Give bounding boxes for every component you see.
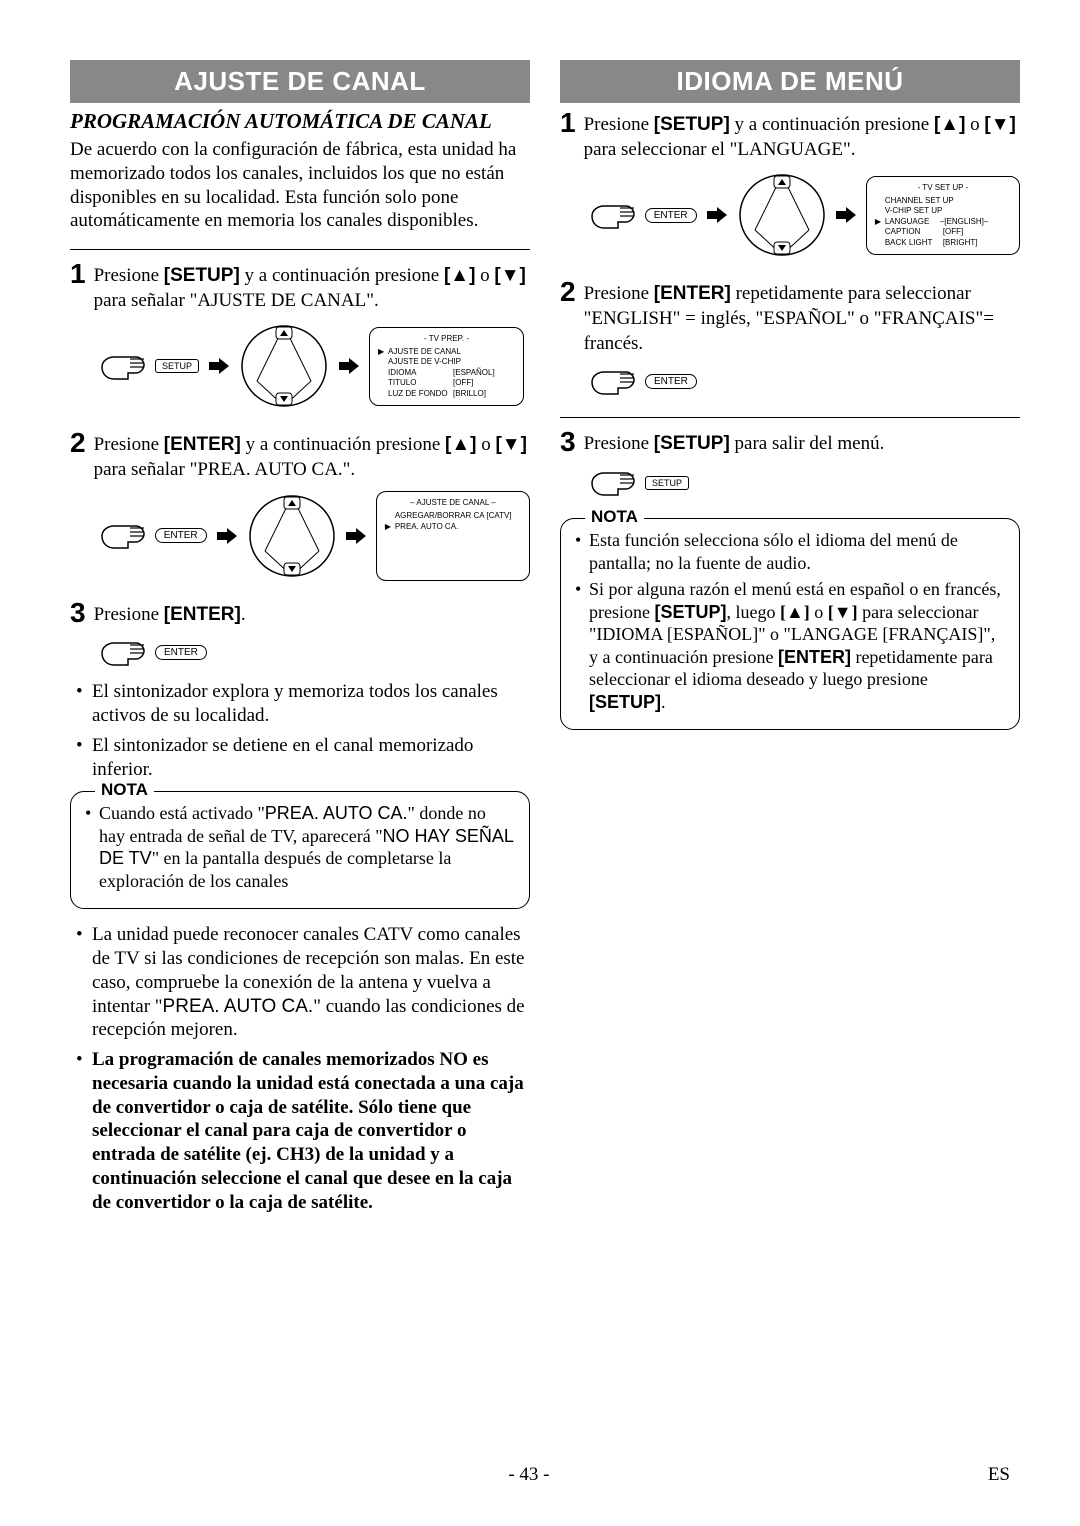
remote-icon — [737, 170, 826, 260]
arrow-icon — [209, 358, 229, 374]
hand-icon — [100, 635, 145, 670]
left-subheader: PROGRAMACIÓN AUTOMÁTICA DE CANAL — [70, 109, 530, 134]
tv-screen-1: - TV PREP. - ▶AJUSTE DE CANAL AJUSTE DE … — [369, 327, 524, 406]
enter-label: ENTER — [155, 528, 207, 543]
hand-icon — [100, 518, 145, 553]
left-column: AJUSTE DE CANAL PROGRAMACIÓN AUTOMÁTICA … — [70, 60, 530, 1224]
arrow-icon — [836, 207, 856, 223]
bullet-list-2: La unidad puede reconocer canales CATV c… — [76, 923, 530, 1214]
arrow-icon — [707, 207, 727, 223]
step-number: 1 — [70, 260, 86, 288]
hand-icon — [590, 198, 635, 233]
step-number: 1 — [560, 109, 576, 137]
right-diagram-2: ENTER — [590, 364, 1020, 399]
right-step-2: 2 Presione [ENTER] repetidamente para se… — [560, 278, 1020, 356]
right-header: IDIOMA DE MENÚ — [560, 60, 1020, 103]
step-number: 3 — [70, 599, 86, 627]
hand-icon — [590, 364, 635, 399]
step-text: Presione [ENTER] repetidamente para sele… — [584, 278, 1020, 356]
step-text: Presione [ENTER] y a continuación presio… — [94, 429, 530, 482]
remote-icon — [247, 491, 336, 581]
step-number: 2 — [560, 278, 576, 306]
bullet-item: La unidad puede reconocer canales CATV c… — [76, 923, 530, 1042]
divider — [560, 417, 1020, 418]
arrow-icon — [217, 528, 237, 544]
nota-box-left: NOTA Cuando está activado "PREA. AUTO CA… — [70, 791, 530, 909]
nota-title: NOTA — [95, 780, 154, 800]
remote-icon — [239, 321, 329, 411]
left-step-2: 2 Presione [ENTER] y a continuación pres… — [70, 429, 530, 482]
nota-box-right: NOTA Esta función selecciona sólo el idi… — [560, 518, 1020, 730]
hand-icon — [100, 349, 145, 384]
left-step-1: 1 Presione [SETUP] y a continuación pres… — [70, 260, 530, 313]
page-number: - 43 - — [508, 1464, 549, 1486]
enter-label: ENTER — [155, 645, 207, 660]
enter-label: ENTER — [645, 208, 697, 223]
left-diagram-3: ENTER — [100, 635, 530, 670]
enter-label: ENTER — [645, 374, 697, 389]
footer-code: ES — [988, 1464, 1010, 1486]
arrow-icon — [339, 358, 359, 374]
step-text: Presione [SETUP] para salir del menú. — [584, 428, 1020, 457]
step-number: 2 — [70, 429, 86, 457]
nota-title: NOTA — [585, 507, 644, 527]
right-column: IDIOMA DE MENÚ 1 Presione [SETUP] y a co… — [560, 60, 1020, 1224]
step-text: Presione [SETUP] y a continuación presio… — [584, 109, 1020, 162]
bullet-item: El sintonizador explora y memoriza todos… — [76, 680, 530, 728]
tv-screen-2: – AJUSTE DE CANAL – AGREGAR/BORRAR CA [C… — [376, 491, 530, 581]
nota-item: Si por alguna razón el menú está en espa… — [575, 578, 1005, 713]
left-header: AJUSTE DE CANAL — [70, 60, 530, 103]
nota-item: Esta función selecciona sólo el idioma d… — [575, 529, 1005, 574]
tv-screen-right: - TV SET UP - CHANNEL SET UP V-CHIP SET … — [866, 176, 1020, 255]
step-number: 3 — [560, 428, 576, 456]
left-intro: De acuerdo con la configuración de fábri… — [70, 138, 530, 233]
step-text: Presione [ENTER]. — [94, 599, 530, 628]
bullet-item: La programación de canales memorizados N… — [76, 1048, 530, 1214]
right-diagram-3: SETUP — [590, 465, 1020, 500]
step-text: Presione [SETUP] y a continuación presio… — [94, 260, 530, 313]
nota-item: Cuando está activado "PREA. AUTO CA." do… — [85, 802, 515, 892]
hand-icon — [590, 465, 635, 500]
divider — [70, 249, 530, 250]
setup-label: SETUP — [645, 476, 689, 490]
right-diagram-1: ENTER - TV SET UP - CHANNEL SET UP V-CHI… — [590, 170, 1020, 260]
right-step-3: 3 Presione [SETUP] para salir del menú. — [560, 428, 1020, 457]
bullet-list-1: El sintonizador explora y memoriza todos… — [76, 680, 530, 781]
bullet-item: El sintonizador se detiene en el canal m… — [76, 734, 530, 782]
left-step-3: 3 Presione [ENTER]. — [70, 599, 530, 628]
right-step-1: 1 Presione [SETUP] y a continuación pres… — [560, 109, 1020, 162]
footer: - 43 - ES — [0, 1464, 1080, 1486]
setup-label: SETUP — [155, 359, 199, 373]
left-diagram-2: ENTER – AJUSTE DE CANAL – AGREGAR/BORRAR… — [100, 491, 530, 581]
left-diagram-1: SETUP - TV PREP. - ▶AJUSTE DE CANAL AJUS… — [100, 321, 530, 411]
arrow-icon — [346, 528, 366, 544]
